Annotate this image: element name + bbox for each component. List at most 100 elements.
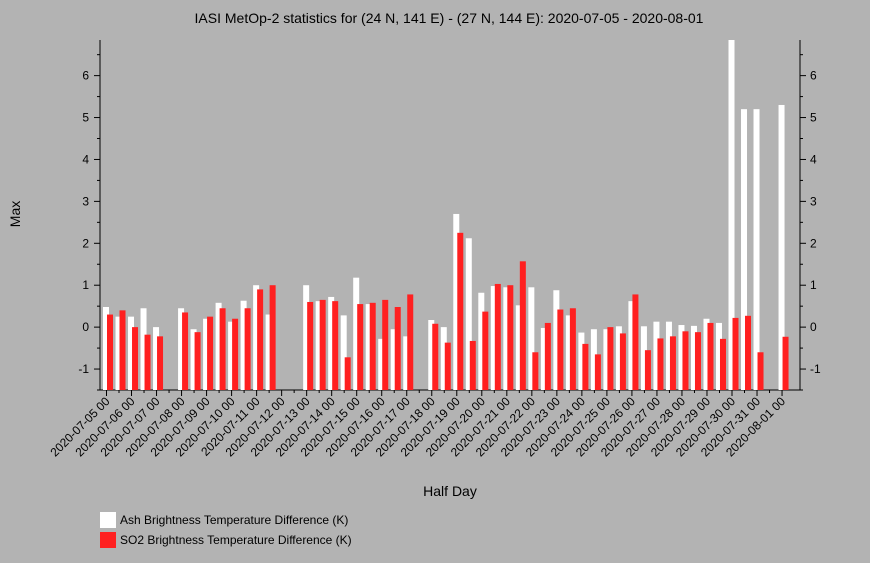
bar-ash <box>353 277 360 390</box>
bar-ash <box>678 325 685 390</box>
bar-ash <box>590 329 597 390</box>
bar-ash <box>265 314 272 390</box>
bar-so2 <box>444 342 451 390</box>
bar-so2 <box>519 261 526 390</box>
y-axis-label: Max <box>7 201 23 227</box>
bar-ash <box>603 329 610 390</box>
bar-so2 <box>719 338 726 390</box>
bar-ash <box>728 40 735 390</box>
bar-ash <box>228 321 235 390</box>
y-tick-label-right: 4 <box>810 152 817 166</box>
y-tick-label-left: 2 <box>82 236 89 250</box>
bar-ash <box>453 213 460 390</box>
bar-ash <box>315 301 322 390</box>
bar-so2 <box>119 310 126 390</box>
bar-so2 <box>269 285 276 390</box>
bar-so2 <box>619 333 626 390</box>
bar-ash <box>340 315 347 390</box>
bar-ash <box>565 315 572 390</box>
bar-so2 <box>757 352 764 390</box>
bar-so2 <box>569 308 576 390</box>
bar-so2 <box>407 294 414 390</box>
bar-so2 <box>132 327 139 390</box>
bar-so2 <box>682 331 689 390</box>
bar-so2 <box>607 327 614 390</box>
bar-so2 <box>157 336 164 390</box>
bar-ash <box>628 301 635 390</box>
bar-ash <box>503 287 510 390</box>
bar-ash <box>465 238 472 390</box>
y-tick-label-right: 5 <box>810 111 817 125</box>
bar-ash <box>478 292 485 390</box>
y-tick-label-right: 1 <box>810 278 817 292</box>
bar-so2 <box>782 336 789 390</box>
bar-so2 <box>332 301 339 390</box>
bar-so2 <box>582 343 589 390</box>
bar-so2 <box>657 338 664 390</box>
bar-ash <box>578 332 585 390</box>
bar-so2 <box>532 352 539 390</box>
bar-ash <box>203 318 210 390</box>
bar-ash <box>178 308 185 390</box>
y-tick-label-left: 5 <box>82 111 89 125</box>
y-tick-label-right: 2 <box>810 236 817 250</box>
bar-so2 <box>344 357 351 390</box>
bar-so2 <box>457 232 464 390</box>
bar-so2 <box>469 340 476 390</box>
bar-ash <box>515 305 522 390</box>
bar-so2 <box>382 299 389 390</box>
bar-ash <box>540 327 547 390</box>
x-axis-label: Half Day <box>423 483 477 499</box>
bar-ash <box>253 285 260 390</box>
bar-so2 <box>669 336 676 390</box>
bar-ash <box>140 308 147 390</box>
legend: Ash Brightness Temperature Difference (K… <box>100 512 352 548</box>
bar-so2 <box>107 314 113 390</box>
bar-ash <box>528 287 535 390</box>
bar-ash <box>115 316 122 390</box>
y-tick-label-left: 3 <box>82 194 89 208</box>
bar-ash <box>103 307 109 390</box>
bar-so2 <box>557 309 564 390</box>
bar-so2 <box>745 315 752 390</box>
bar-so2 <box>594 354 601 390</box>
bar-ash <box>753 109 760 390</box>
bar-ash <box>440 327 447 390</box>
bar-ash <box>778 104 785 390</box>
bar-so2 <box>507 285 514 390</box>
bar-so2 <box>394 307 401 390</box>
bar-so2 <box>219 308 226 390</box>
bar-ash <box>328 296 335 390</box>
bar-ash <box>690 325 697 390</box>
bar-so2 <box>494 283 501 390</box>
bar-ash <box>703 318 710 390</box>
bar-so2 <box>544 322 551 390</box>
y-tick-label-right: 3 <box>810 194 817 208</box>
bar-ash <box>153 327 160 390</box>
bar-so2 <box>482 311 489 390</box>
bar-ash <box>553 290 560 390</box>
bar-so2 <box>207 316 214 390</box>
bar-ash <box>303 285 310 390</box>
bar-ash <box>403 336 410 390</box>
bar-ash <box>390 329 397 390</box>
legend-swatch-ash <box>100 512 116 528</box>
y-tick-label-left: 4 <box>82 152 89 166</box>
bar-so2 <box>144 334 151 390</box>
legend-label-ash: Ash Brightness Temperature Difference (K… <box>120 513 348 527</box>
bar-ash <box>615 326 622 390</box>
y-tick-label-right: -1 <box>810 362 821 376</box>
y-tick-label-right: 0 <box>810 320 817 334</box>
bar-ash <box>215 302 222 390</box>
bar-so2 <box>694 332 701 390</box>
bar-so2 <box>307 301 314 390</box>
legend-label-so2: SO2 Brightness Temperature Difference (K… <box>120 533 352 547</box>
y-tick-label-left: 6 <box>82 69 89 83</box>
bar-so2 <box>632 294 639 390</box>
bar-ash <box>128 316 135 390</box>
bar-ash <box>190 329 197 390</box>
bar-ash <box>240 300 247 390</box>
bar-so2 <box>194 332 201 390</box>
bar-ash <box>741 109 748 390</box>
